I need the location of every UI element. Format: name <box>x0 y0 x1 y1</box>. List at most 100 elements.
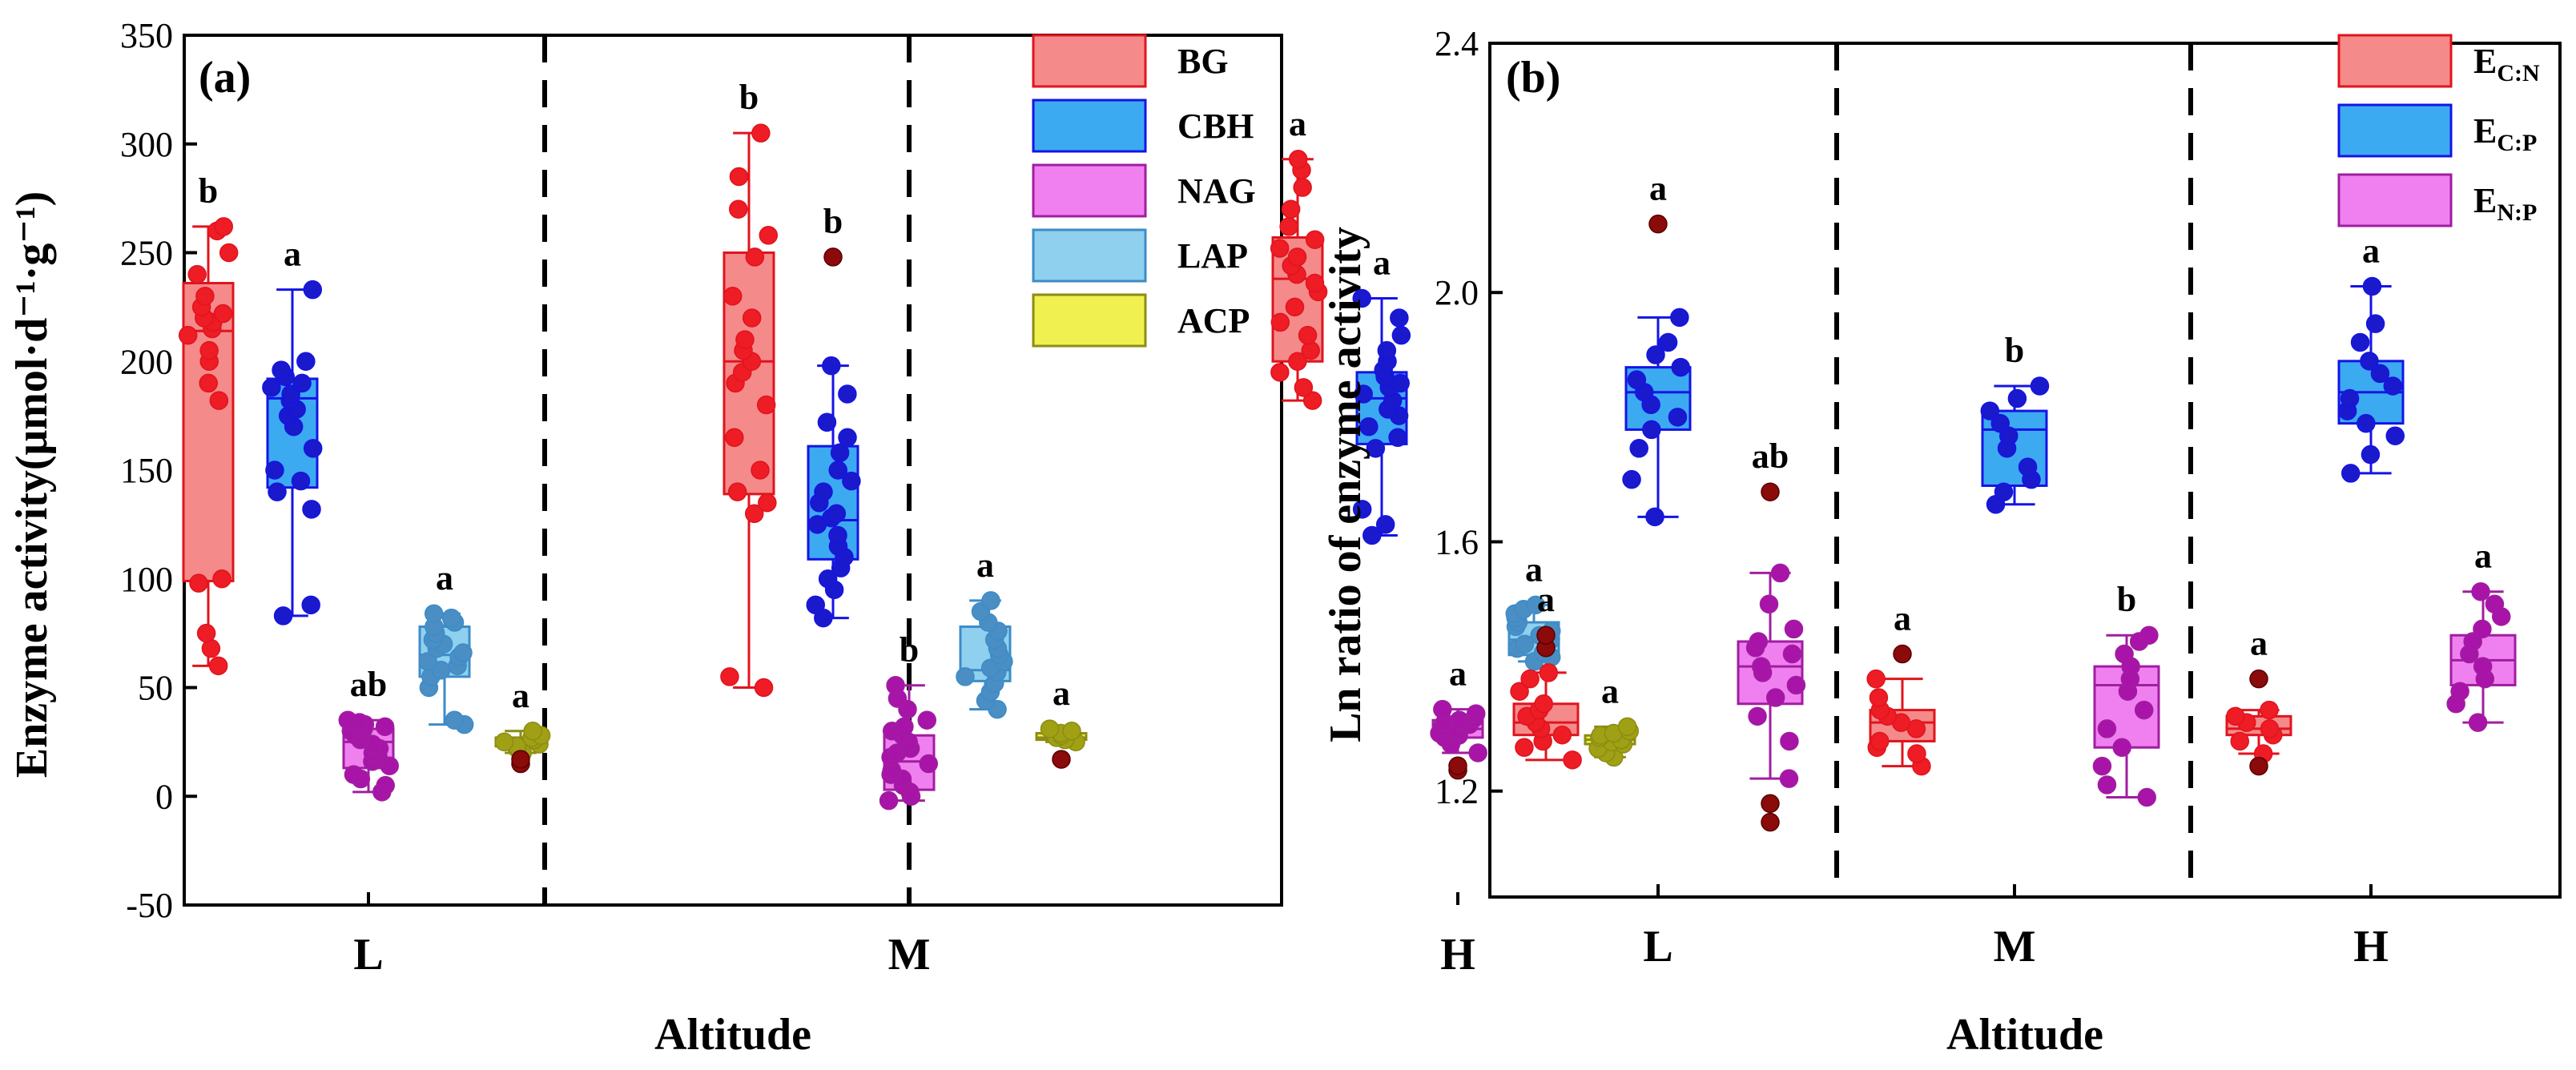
data-point <box>424 604 444 623</box>
data-point <box>2230 731 2249 751</box>
data-point <box>1298 325 1318 345</box>
box-e-np-M: b <box>2092 580 2160 807</box>
significance-letter: a <box>2362 231 2380 270</box>
data-point <box>917 710 937 730</box>
data-point <box>817 412 837 432</box>
data-point <box>2018 457 2038 477</box>
data-point <box>262 378 281 397</box>
outlier-point <box>1448 756 1467 775</box>
data-point <box>1770 563 1790 583</box>
data-point <box>1281 199 1301 219</box>
data-point <box>453 643 473 662</box>
legend: EC:N EC:P EN:P <box>2337 34 2540 227</box>
box-e-cn-L: a <box>1510 580 1582 770</box>
data-point <box>2134 700 2154 720</box>
data-point <box>1288 150 1308 169</box>
legend-label: ACP <box>1177 301 1250 340</box>
data-point <box>208 656 228 676</box>
data-point <box>751 123 771 143</box>
y-tick-label: 50 <box>138 669 173 708</box>
data-point <box>219 243 239 263</box>
data-point <box>838 428 857 448</box>
data-point <box>2450 682 2469 701</box>
data-point <box>1749 632 1769 651</box>
significance-letter: a <box>1649 169 1667 208</box>
x-category-label: L <box>1643 922 1672 971</box>
data-point <box>818 569 838 589</box>
data-point <box>1765 688 1785 707</box>
data-point <box>827 504 847 524</box>
data-point <box>822 356 841 376</box>
data-point <box>2115 644 2134 664</box>
data-point <box>1552 725 1572 745</box>
data-point <box>2340 388 2360 408</box>
data-point <box>1994 482 2014 501</box>
data-point <box>1668 408 1688 427</box>
significance-letter: b <box>2117 580 2136 619</box>
legend-swatch <box>2337 103 2453 158</box>
legend-swatch <box>1032 99 1147 153</box>
data-point <box>196 623 216 643</box>
data-point <box>213 304 233 324</box>
data-point <box>1366 439 1386 458</box>
data-point <box>1468 743 1487 762</box>
data-point <box>2260 700 2279 720</box>
significance-letter: b <box>823 202 843 241</box>
x-category-label: M <box>888 930 931 979</box>
data-point <box>523 722 542 741</box>
plot-frame <box>1488 42 2562 899</box>
data-point <box>1388 428 1407 448</box>
panel-a: -50 0 50 100 150 200 250 300 350 L M H Altitude Enzym… <box>7 16 1640 1060</box>
data-point <box>1539 663 1559 682</box>
significance-letter: a <box>1894 599 1911 638</box>
data-point <box>1391 325 1411 345</box>
data-point <box>1270 363 1290 382</box>
data-point <box>376 775 395 795</box>
data-point <box>2383 376 2403 396</box>
data-point <box>1515 738 1534 758</box>
data-point <box>956 667 975 686</box>
significance-letter: a <box>1601 671 1619 710</box>
data-point <box>445 710 465 730</box>
data-point <box>1990 413 2010 433</box>
data-point <box>1040 719 1060 738</box>
data-point <box>1285 297 1305 317</box>
y-tick-label: 1.2 <box>1435 772 1479 811</box>
data-point <box>441 608 461 628</box>
y-tick-label: 2.0 <box>1435 273 1479 312</box>
box-bg-M: b <box>720 78 779 698</box>
data-point <box>729 199 748 219</box>
significance-letter: a <box>1449 654 1467 694</box>
data-point <box>1301 340 1321 360</box>
significance-letter: ab <box>350 665 387 704</box>
data-point <box>212 569 231 589</box>
data-point <box>729 167 749 187</box>
data-point <box>2370 364 2390 384</box>
data-point <box>735 330 755 349</box>
outlier-point <box>1536 626 1556 645</box>
data-point <box>1390 308 1409 328</box>
outlier-point <box>2249 669 2268 689</box>
data-point <box>1629 439 1648 458</box>
outlier-point <box>1761 482 1780 501</box>
significance-letter: a <box>1537 580 1555 619</box>
data-point <box>2360 352 2379 371</box>
box-e-np-L: ab <box>1737 436 1806 832</box>
y-tick-label: -50 <box>126 886 173 925</box>
data-point <box>209 391 229 410</box>
data-point <box>1302 391 1322 410</box>
data-point <box>187 264 207 284</box>
data-point <box>1294 378 1314 397</box>
box-lap-L: a <box>418 558 474 734</box>
data-point <box>1752 657 1771 676</box>
data-point <box>2473 619 2492 639</box>
data-point <box>375 717 395 737</box>
data-point <box>814 482 833 501</box>
legend-swatch <box>2337 34 2453 88</box>
box-nag-M: b <box>879 630 939 811</box>
data-point <box>806 595 825 615</box>
x-category-label: H <box>1440 930 1475 979</box>
significance-letter: a <box>1289 104 1306 143</box>
data-point <box>1305 230 1325 249</box>
x-axis-title: Altitude <box>1946 1010 2103 1060</box>
